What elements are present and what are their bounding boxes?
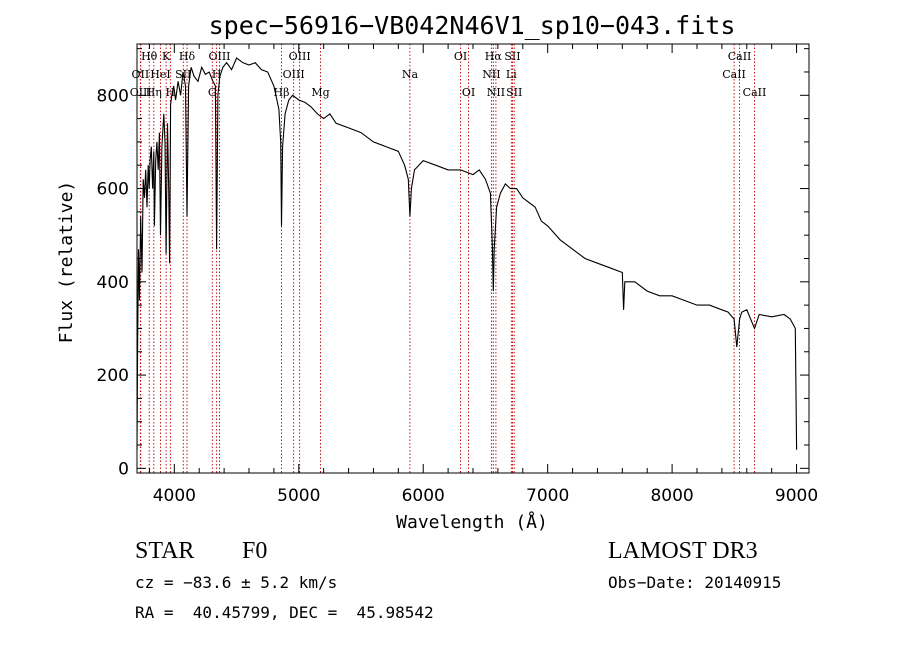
x-tick-label: 7000 [526, 486, 569, 506]
spectral-line-label: NII [487, 86, 505, 99]
spectral-line-label: OIII [289, 50, 311, 63]
spectral-line-label: OIII [130, 86, 152, 99]
y-axis-label: Flux (relative) [56, 181, 77, 344]
spectral-line-markers [139, 44, 755, 473]
y-tick-label: 800 [97, 86, 129, 106]
spectral-line-label: K [162, 50, 171, 63]
y-tick-label: 0 [118, 459, 129, 479]
object-subclass: F0 [242, 538, 268, 564]
observation-date: Obs−Date: 20140915 [608, 573, 782, 592]
spectral-line-label: Hδ [179, 50, 196, 63]
axis-tick-labels: 4000 5000 6000 7000 8000 9000 0 200 400 600 800 [97, 86, 819, 506]
survey-name: LAMOST DR3 [608, 538, 758, 564]
spectral-line-label: OIII [208, 50, 230, 63]
y-tick-label: 600 [97, 180, 129, 200]
spectral-line-label: Hθ [141, 50, 158, 63]
y-tick-label: 400 [97, 273, 129, 293]
spectral-line-label: Li [506, 68, 517, 81]
spectral-line-label: Hβ [274, 86, 290, 99]
spectral-line-label: Mg [311, 86, 329, 99]
spectral-line-label: H [212, 68, 222, 81]
spectral-line-label: H [166, 86, 176, 99]
flux-series-line [136, 57, 798, 450]
chart-title: spec−56916−VB042N46V1_sp10−043.fits [209, 11, 736, 40]
spectral-line-label: Na [402, 68, 419, 81]
spectral-line-label: OI [454, 50, 467, 63]
coordinates: RA = 40.45799, DEC = 45.98542 [135, 603, 434, 622]
spectral-line-label: SII [504, 50, 520, 63]
spectral-line-label: CaII [743, 86, 767, 99]
spectral-line-label: Hα [485, 50, 503, 63]
redshift-velocity: cz = −83.6 ± 5.2 km/s [135, 573, 338, 592]
x-tick-label: 5000 [277, 486, 320, 506]
spectral-line-label: CaII [722, 68, 746, 81]
plot-frame [136, 43, 810, 474]
x-tick-label: 9000 [775, 486, 818, 506]
x-axis-label: Wavelength (Å) [396, 511, 548, 533]
spectral-line-label: Hη [146, 86, 162, 99]
spectral-line-label: OII [132, 68, 150, 81]
spectral-line-label: OIII [283, 68, 305, 81]
spectral-line-label: G [208, 86, 217, 99]
spectral-line-label: CaII [728, 50, 752, 63]
object-class: STAR [135, 538, 195, 564]
spectral-line-label: NII [482, 68, 500, 81]
x-tick-label: 6000 [402, 486, 445, 506]
x-tick-label: 4000 [153, 486, 196, 506]
axis-ticks [137, 44, 809, 473]
spectral-line-label: HeI [150, 68, 170, 81]
spectral-line-label: OI [462, 86, 475, 99]
y-tick-label: 200 [97, 366, 129, 386]
x-tick-label: 8000 [650, 486, 693, 506]
spectral-line-label: SII [506, 86, 522, 99]
